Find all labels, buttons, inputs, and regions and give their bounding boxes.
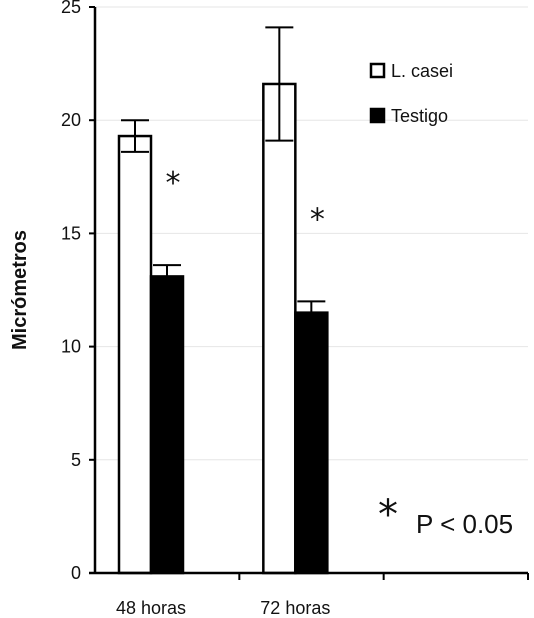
bars [117,82,329,575]
bar-testigo-48-horas [149,275,185,575]
bar-testigo-72-horas [294,311,329,575]
p-value-asterisk: * [378,492,398,538]
y-tick-label: 15 [61,223,81,243]
legend-swatch-l-casei [369,62,386,79]
bar-l-casei-72-horas [262,82,297,575]
legend-swatch-testigo [369,107,386,124]
y-tick-label: 5 [71,450,81,470]
significance-marker: * [166,166,181,201]
legend-label-testigo: Testigo [391,106,448,126]
y-tick-label: 25 [61,0,81,17]
significance-markers: ** [166,166,325,237]
x-category-label: 72 horas [260,598,330,618]
x-category-label: 48 horas [116,598,186,618]
y-tick-label: 0 [71,563,81,583]
p-value-text: P < 0.05 [416,509,513,539]
significance-marker: * [310,202,325,237]
bar-l-casei-48-horas [117,134,153,575]
x-category-labels: 48 horas 72 horas [116,598,330,618]
y-tick-labels: 0 5 10 15 20 25 [61,0,81,583]
legend-label-l-casei: L. casei [391,61,453,81]
error-bars [121,26,326,325]
p-value-note: * P < 0.05 [378,492,513,539]
axes [89,6,529,580]
y-axis-label: Micrómetros [9,230,31,350]
legend: L. casei Testigo [369,61,453,126]
y-tick-label: 20 [61,110,81,130]
y-tick-label: 10 [61,337,81,357]
